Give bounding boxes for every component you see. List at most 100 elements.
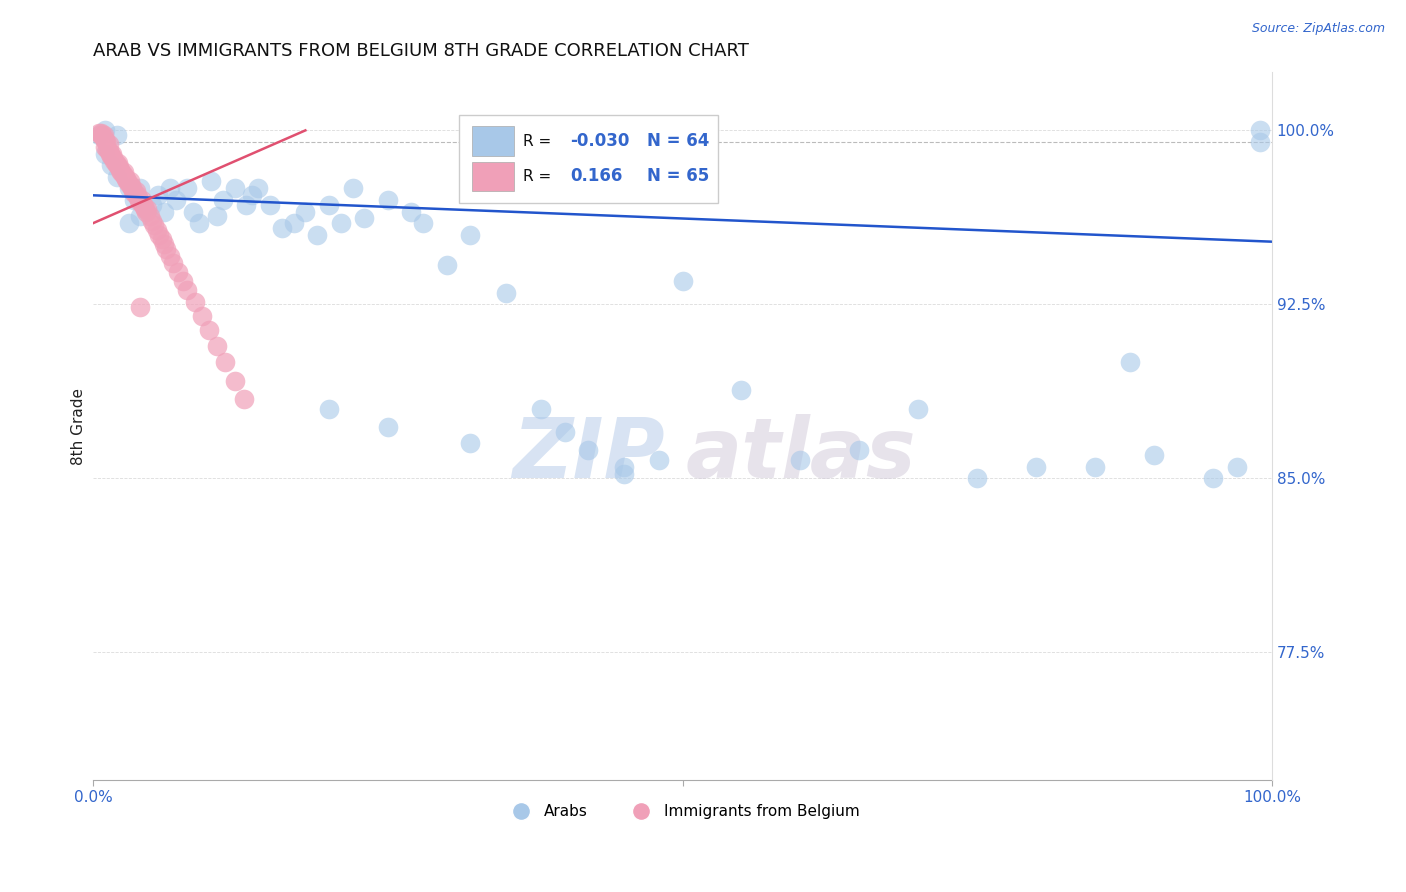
- Text: 0.166: 0.166: [571, 168, 623, 186]
- Point: [105, 128, 128, 142]
- Point: [318, 401, 340, 416]
- Point: [134, 202, 156, 217]
- Point: [412, 216, 434, 230]
- Point: [93, 128, 115, 142]
- Point: [259, 197, 281, 211]
- Point: [129, 300, 152, 314]
- Point: [495, 285, 517, 300]
- Point: [155, 242, 177, 256]
- Point: [353, 211, 375, 226]
- Point: [124, 193, 146, 207]
- Point: [150, 232, 173, 246]
- Point: [153, 204, 176, 219]
- Point: [94, 146, 117, 161]
- Point: [1025, 459, 1047, 474]
- Point: [131, 197, 153, 211]
- Point: [1249, 123, 1271, 137]
- Point: [94, 133, 117, 147]
- Point: [136, 202, 159, 217]
- Point: [124, 186, 146, 200]
- Point: [153, 237, 176, 252]
- Point: [233, 392, 256, 407]
- Point: [436, 258, 458, 272]
- Point: [162, 255, 184, 269]
- Point: [129, 195, 152, 210]
- Point: [125, 188, 148, 202]
- Point: [139, 209, 162, 223]
- Point: [94, 123, 117, 137]
- Point: [205, 339, 228, 353]
- Point: [91, 130, 114, 145]
- Point: [183, 295, 205, 310]
- Point: [1119, 355, 1142, 369]
- Point: [460, 436, 482, 450]
- Point: [148, 227, 170, 242]
- Point: [107, 156, 129, 170]
- Point: [105, 169, 128, 184]
- Point: [159, 181, 181, 195]
- Point: [159, 249, 181, 263]
- Point: [224, 374, 246, 388]
- Point: [1202, 471, 1225, 485]
- Point: [530, 401, 553, 416]
- FancyBboxPatch shape: [458, 115, 718, 203]
- Point: [100, 158, 122, 172]
- Text: Source: ZipAtlas.com: Source: ZipAtlas.com: [1251, 22, 1385, 36]
- Point: [789, 452, 811, 467]
- Point: [104, 156, 127, 170]
- Point: [141, 214, 163, 228]
- Point: [176, 181, 198, 195]
- Point: [671, 274, 693, 288]
- Text: R =: R =: [523, 169, 557, 184]
- Point: [143, 219, 166, 233]
- Point: [167, 265, 190, 279]
- Point: [197, 323, 219, 337]
- Point: [183, 204, 205, 219]
- Point: [848, 443, 870, 458]
- Point: [127, 191, 149, 205]
- Point: [1249, 135, 1271, 149]
- Text: -0.030: -0.030: [571, 132, 630, 150]
- Point: [128, 193, 150, 207]
- Point: [129, 181, 152, 195]
- Point: [110, 162, 132, 177]
- Point: [235, 197, 257, 211]
- Point: [240, 188, 263, 202]
- Point: [270, 220, 292, 235]
- Text: R =: R =: [523, 134, 557, 149]
- Point: [214, 355, 236, 369]
- Text: N = 65: N = 65: [647, 168, 710, 186]
- Point: [97, 137, 120, 152]
- Point: [460, 227, 482, 242]
- Point: [120, 179, 142, 194]
- Point: [129, 209, 152, 223]
- Point: [94, 135, 117, 149]
- Point: [1225, 459, 1247, 474]
- Point: [100, 149, 122, 163]
- Point: [1084, 459, 1107, 474]
- Text: ARAB VS IMMIGRANTS FROM BELGIUM 8TH GRADE CORRELATION CHART: ARAB VS IMMIGRANTS FROM BELGIUM 8TH GRAD…: [93, 42, 749, 60]
- Point: [124, 184, 146, 198]
- Point: [176, 284, 198, 298]
- Point: [146, 223, 169, 237]
- Point: [96, 142, 118, 156]
- Point: [190, 309, 212, 323]
- Point: [342, 181, 364, 195]
- Point: [105, 158, 128, 172]
- Point: [117, 216, 139, 230]
- Point: [205, 209, 228, 223]
- Point: [115, 172, 138, 186]
- Point: [730, 383, 752, 397]
- Point: [90, 128, 112, 142]
- Point: [103, 151, 125, 165]
- Point: [117, 177, 139, 191]
- Point: [141, 197, 163, 211]
- Point: [613, 459, 636, 474]
- Point: [111, 168, 134, 182]
- Point: [117, 174, 139, 188]
- Point: [377, 193, 399, 207]
- Point: [135, 204, 157, 219]
- Legend: Arabs, Immigrants from Belgium: Arabs, Immigrants from Belgium: [499, 797, 866, 825]
- Point: [121, 181, 143, 195]
- Point: [377, 420, 399, 434]
